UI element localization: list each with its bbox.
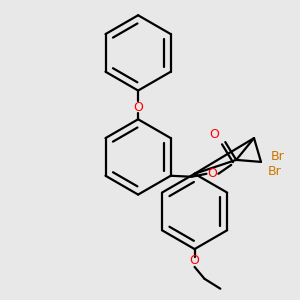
Text: O: O bbox=[208, 167, 218, 180]
Text: Br: Br bbox=[268, 165, 282, 178]
Text: Br: Br bbox=[271, 150, 285, 164]
Text: O: O bbox=[133, 101, 143, 114]
Text: O: O bbox=[190, 254, 200, 268]
Text: O: O bbox=[209, 128, 219, 141]
